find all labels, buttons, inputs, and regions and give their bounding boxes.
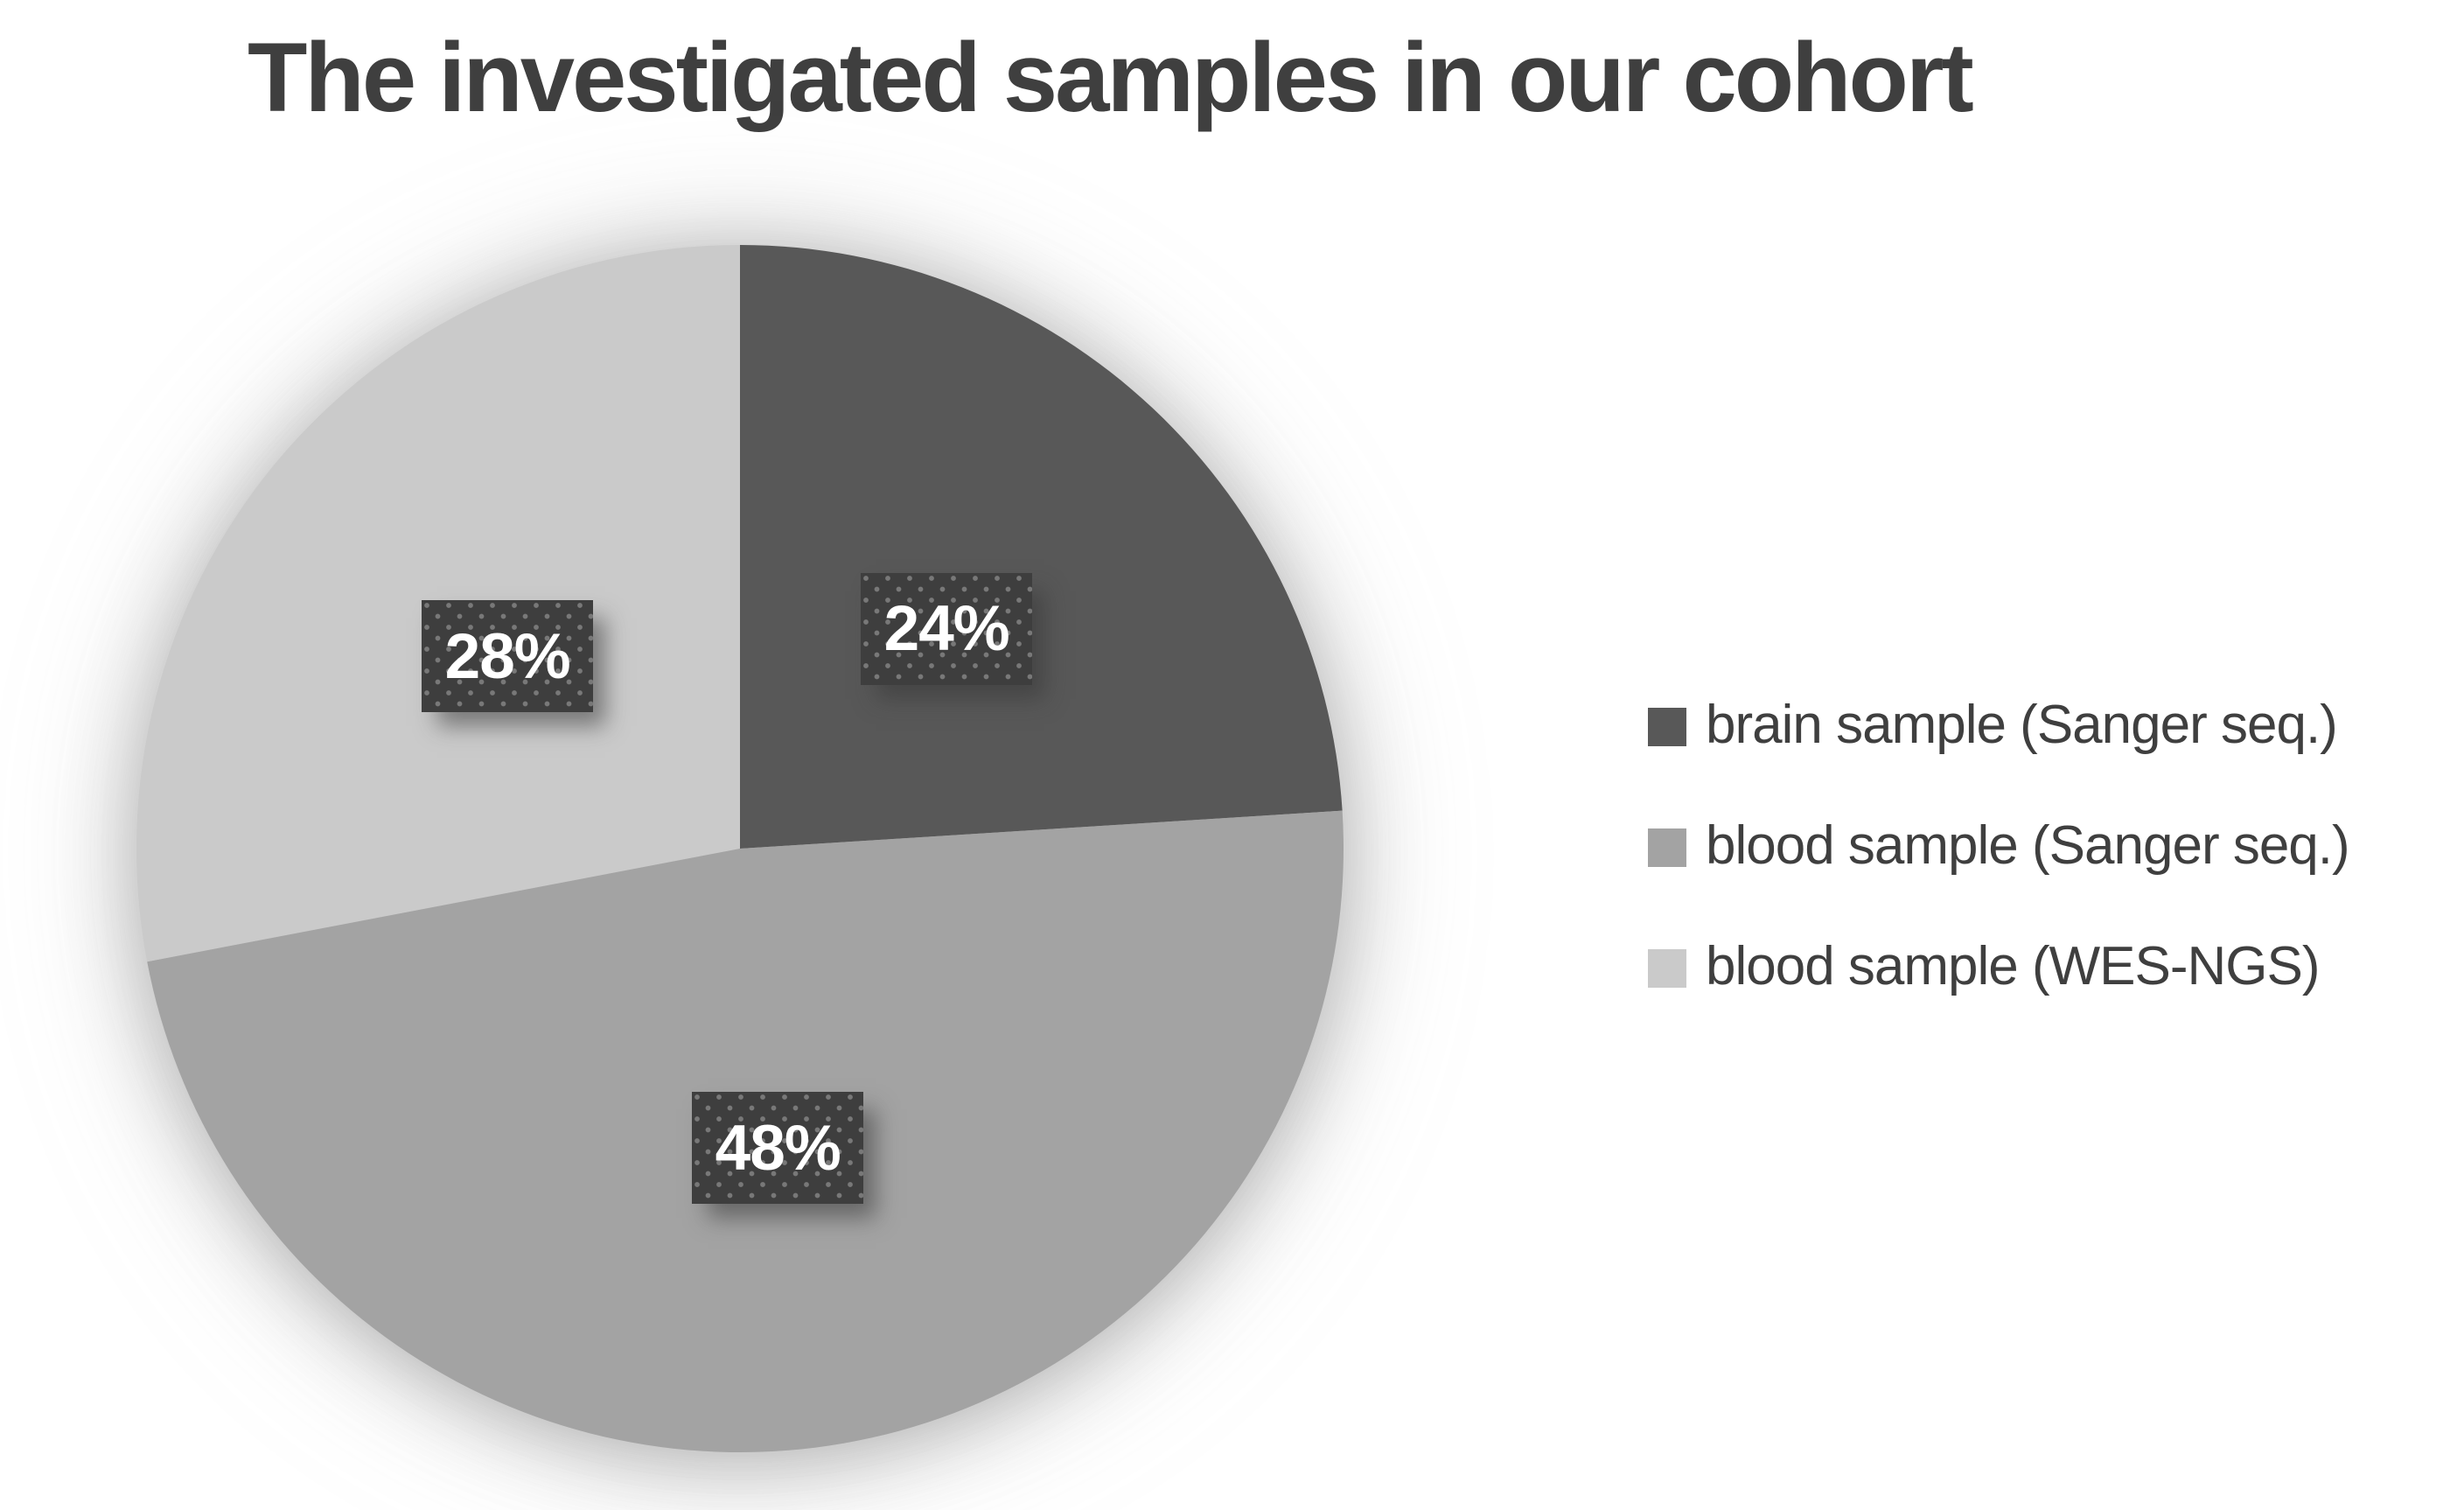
legend-label: blood sample (WES-NGS) <box>1706 936 2321 996</box>
legend-swatch-icon <box>1648 949 1686 988</box>
pie-data-label-blood-wes: 28% <box>422 600 594 713</box>
legend-item-brain-sanger: brain sample (Sanger seq.) <box>1648 698 2349 752</box>
legend-swatch-icon <box>1648 708 1686 746</box>
legend-item-blood-wes: blood sample (WES-NGS) <box>1648 940 2349 994</box>
legend-item-blood-sanger: blood sample (Sanger seq.) <box>1648 819 2350 873</box>
legend-swatch-icon <box>1648 828 1686 867</box>
legend: brain sample (Sanger seq.) blood sample … <box>1648 698 2350 1067</box>
legend-label: blood sample (Sanger seq.) <box>1706 815 2350 876</box>
pie-chart <box>136 245 1344 1453</box>
pie-data-label-blood-sanger: 48% <box>692 1092 864 1205</box>
chart-title: The investigated samples in our cohort <box>248 23 1974 132</box>
legend-label: brain sample (Sanger seq.) <box>1706 695 2338 755</box>
pie-slice-0 <box>740 245 1343 849</box>
pie-data-label-brain-sanger: 24% <box>861 572 1033 685</box>
